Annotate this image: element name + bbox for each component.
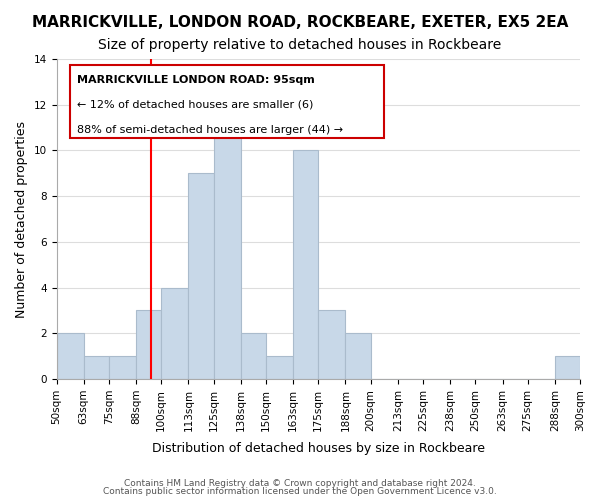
Bar bbox=[56, 334, 84, 379]
Text: 88% of semi-detached houses are larger (44) →: 88% of semi-detached houses are larger (… bbox=[77, 125, 344, 135]
Bar bbox=[188, 174, 214, 379]
Bar bbox=[293, 150, 318, 379]
FancyBboxPatch shape bbox=[70, 66, 383, 138]
X-axis label: Distribution of detached houses by size in Rockbeare: Distribution of detached houses by size … bbox=[152, 442, 485, 455]
Bar bbox=[214, 104, 241, 379]
Bar bbox=[84, 356, 109, 379]
Bar bbox=[346, 334, 371, 379]
Text: MARRICKVILLE LONDON ROAD: 95sqm: MARRICKVILLE LONDON ROAD: 95sqm bbox=[77, 75, 315, 85]
Bar bbox=[555, 356, 580, 379]
Bar bbox=[161, 288, 188, 379]
Text: MARRICKVILLE, LONDON ROAD, ROCKBEARE, EXETER, EX5 2EA: MARRICKVILLE, LONDON ROAD, ROCKBEARE, EX… bbox=[32, 15, 568, 30]
Bar bbox=[266, 356, 293, 379]
Text: Size of property relative to detached houses in Rockbeare: Size of property relative to detached ho… bbox=[98, 38, 502, 52]
Text: Contains HM Land Registry data © Crown copyright and database right 2024.: Contains HM Land Registry data © Crown c… bbox=[124, 478, 476, 488]
Bar bbox=[136, 310, 161, 379]
Text: ← 12% of detached houses are smaller (6): ← 12% of detached houses are smaller (6) bbox=[77, 100, 314, 110]
Text: Contains public sector information licensed under the Open Government Licence v3: Contains public sector information licen… bbox=[103, 487, 497, 496]
Bar bbox=[109, 356, 136, 379]
Bar bbox=[241, 334, 266, 379]
Y-axis label: Number of detached properties: Number of detached properties bbox=[15, 120, 28, 318]
Bar bbox=[318, 310, 346, 379]
